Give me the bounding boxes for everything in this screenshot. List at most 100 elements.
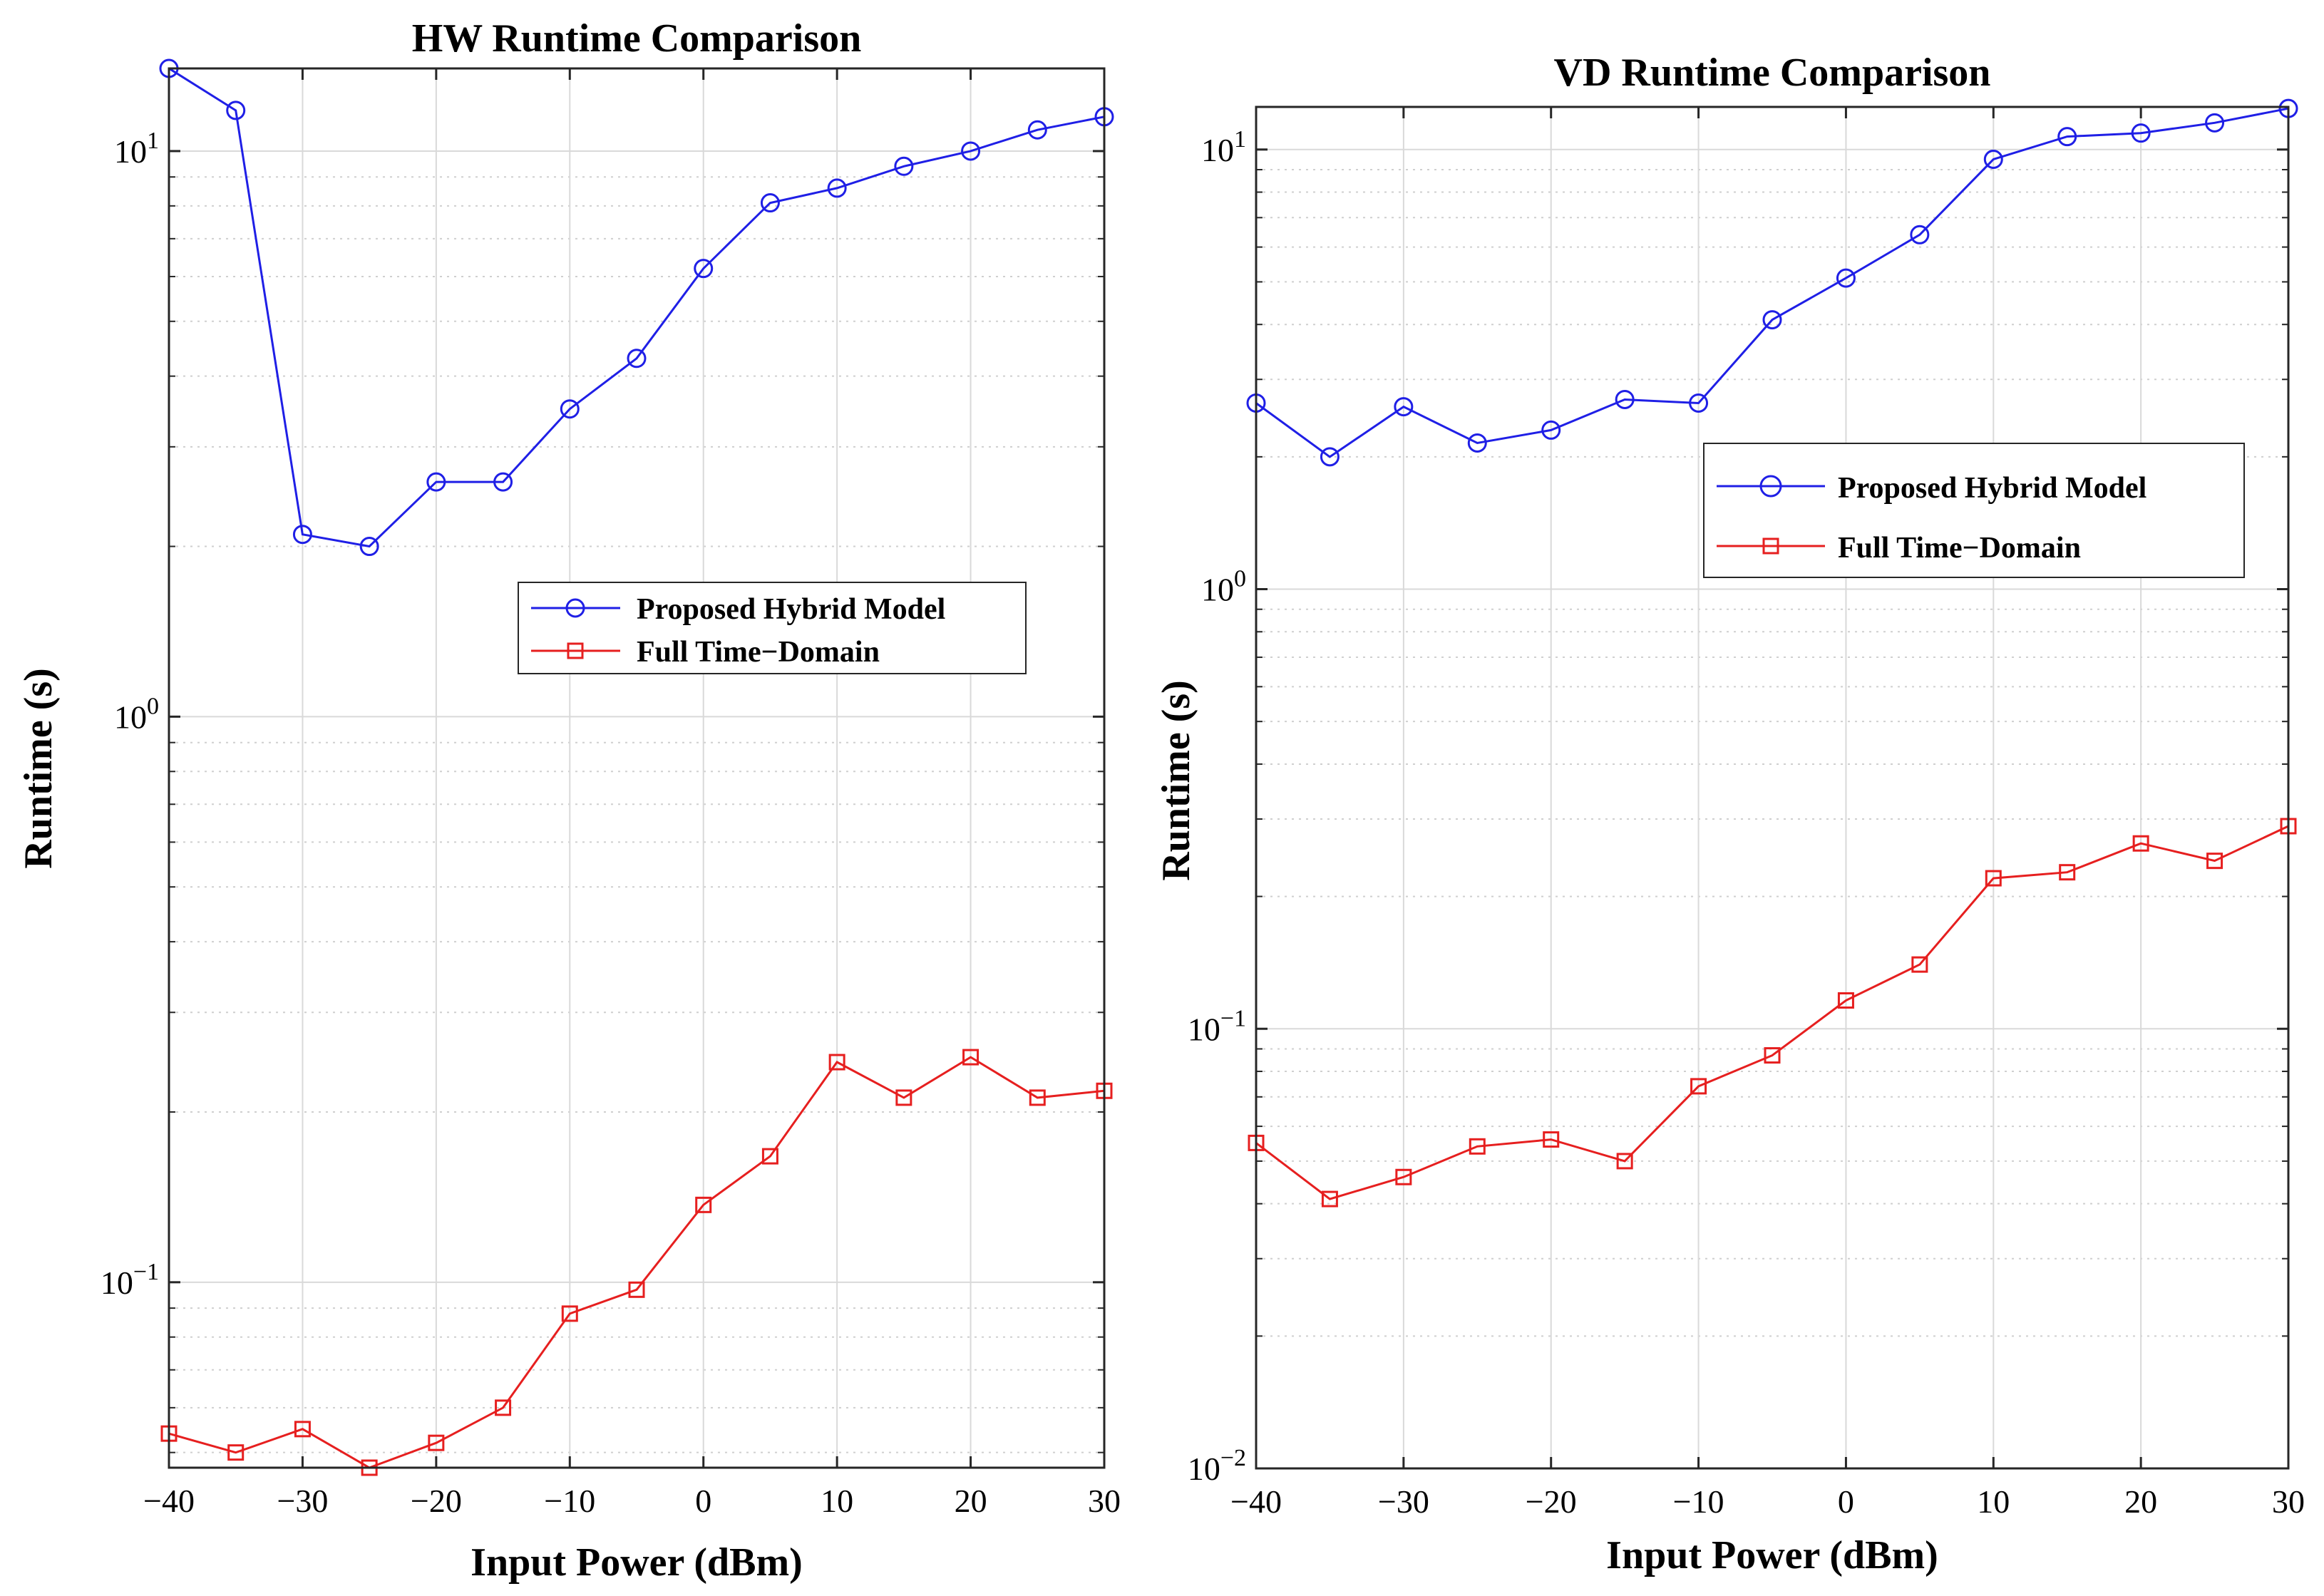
data-point bbox=[1911, 956, 1928, 973]
x-tick-label: 20 bbox=[955, 1483, 987, 1519]
y-tick-label: 100 bbox=[1201, 566, 1246, 608]
data-point bbox=[1543, 1131, 1560, 1148]
data-point bbox=[1615, 389, 1635, 409]
legend-item-full-time-domain: Full Time−Domain bbox=[1717, 532, 2081, 565]
y-axis-label: Runtime (s) bbox=[1154, 680, 1198, 881]
data-point bbox=[1983, 150, 2003, 170]
x-tick-label: −40 bbox=[1230, 1483, 1282, 1520]
data-point bbox=[493, 472, 513, 492]
grid bbox=[168, 68, 1106, 1468]
x-tick-label: −30 bbox=[277, 1483, 328, 1519]
data-point bbox=[560, 399, 580, 419]
data-point bbox=[1027, 120, 1047, 140]
x-tick-label: 0 bbox=[695, 1483, 711, 1519]
vd-runtime-chart: VD Runtime Comparison −40 −30 −20 −10 0 10 20 3… bbox=[1154, 51, 2305, 1577]
data-point bbox=[2131, 123, 2151, 143]
plot-frame bbox=[168, 67, 1106, 1469]
data-point bbox=[428, 1434, 445, 1451]
data-point bbox=[695, 1196, 712, 1213]
x-tick-label: 20 bbox=[2124, 1483, 2157, 1520]
series-line bbox=[168, 67, 1105, 548]
y-tick-label: 100 bbox=[114, 693, 159, 735]
data-point bbox=[561, 1305, 578, 1322]
x-tick-label: −40 bbox=[143, 1483, 195, 1519]
y-tick-label: 10−1 bbox=[1188, 1005, 1246, 1047]
data-point bbox=[760, 193, 780, 213]
y-tick-label: 101 bbox=[114, 128, 159, 170]
series-line bbox=[168, 1056, 1105, 1469]
legend-marker-square bbox=[1762, 537, 1779, 555]
legend: Proposed Hybrid Model Full Time−Domain bbox=[518, 582, 1027, 674]
x-tick-label: 0 bbox=[1838, 1483, 1854, 1520]
legend-box bbox=[1703, 443, 2245, 578]
data-point bbox=[495, 1399, 512, 1416]
x-tick-label: −10 bbox=[1673, 1483, 1724, 1520]
plot-frame bbox=[1255, 105, 2290, 1470]
x-tick-label: 30 bbox=[2272, 1483, 2305, 1520]
legend-item-proposed-hybrid-model: Proposed Hybrid Model bbox=[531, 593, 945, 626]
tick-labels: −40 −30 −20 −10 0 10 20 30 10−2 10−1 100 101 bbox=[1188, 126, 2305, 1520]
data-point bbox=[1395, 1168, 1412, 1185]
x-tick-label: 10 bbox=[1977, 1483, 2010, 1520]
data-point bbox=[1837, 992, 1854, 1009]
x-tick-label: 10 bbox=[821, 1483, 853, 1519]
data-point bbox=[1836, 268, 1856, 288]
hw-runtime-chart: HW Runtime Comparison −40 −30 −20 −10 0 10 20 3… bbox=[16, 16, 1121, 1585]
legend-label: Full Time−Domain bbox=[637, 636, 880, 669]
series-layer bbox=[1246, 98, 2298, 1208]
legend-item-full-time-domain: Full Time−Domain bbox=[531, 636, 880, 669]
data-point bbox=[2132, 835, 2149, 852]
chart-title: HW Runtime Comparison bbox=[412, 16, 862, 61]
data-point bbox=[292, 525, 312, 545]
data-point bbox=[1762, 310, 1782, 330]
data-point bbox=[2206, 853, 2223, 870]
legend: Proposed Hybrid Model Full Time−Domain bbox=[1703, 443, 2245, 578]
series-line bbox=[1255, 107, 2289, 458]
data-point bbox=[1910, 225, 1930, 244]
legend-marker-circle bbox=[565, 598, 585, 618]
data-point bbox=[761, 1148, 778, 1165]
data-point bbox=[894, 156, 914, 176]
data-point bbox=[1616, 1153, 1633, 1170]
data-point bbox=[2205, 113, 2225, 133]
data-point bbox=[827, 178, 847, 198]
y-tick-label: 101 bbox=[1201, 126, 1246, 168]
tick-labels: −40 −30 −20 −10 0 10 20 30 10−1 100 101 bbox=[101, 128, 1121, 1519]
x-tick-label: 30 bbox=[1088, 1483, 1121, 1519]
data-point bbox=[961, 141, 981, 161]
data-point bbox=[1764, 1047, 1781, 1064]
data-point bbox=[828, 1054, 845, 1071]
data-point bbox=[426, 472, 446, 492]
data-point bbox=[227, 1444, 245, 1461]
series-line bbox=[1255, 825, 2289, 1200]
data-point bbox=[1541, 420, 1561, 440]
data-point bbox=[1467, 433, 1487, 453]
data-point bbox=[359, 537, 379, 557]
data-point bbox=[962, 1049, 980, 1066]
y-tick-label: 10−1 bbox=[101, 1259, 159, 1301]
data-point bbox=[2057, 127, 2077, 147]
series-layer bbox=[159, 58, 1114, 1476]
data-point bbox=[1689, 393, 1709, 413]
legend-marker-square bbox=[567, 642, 584, 659]
data-point bbox=[1029, 1089, 1046, 1106]
data-point bbox=[1690, 1078, 1707, 1095]
data-point bbox=[895, 1089, 912, 1106]
legend-label: Proposed Hybrid Model bbox=[637, 593, 945, 626]
legend-label: Full Time−Domain bbox=[1838, 532, 2081, 565]
legend-label: Proposed Hybrid Model bbox=[1838, 472, 2146, 505]
legend-item-proposed-hybrid-model: Proposed Hybrid Model bbox=[1717, 472, 2146, 505]
chart-title: VD Runtime Comparison bbox=[1554, 51, 1991, 95]
data-point bbox=[628, 1281, 645, 1298]
data-point bbox=[1469, 1138, 1486, 1155]
x-tick-label: −20 bbox=[411, 1483, 462, 1519]
data-point bbox=[694, 259, 714, 279]
x-axis-label: Input Power (dBm) bbox=[471, 1540, 803, 1585]
legend-marker-circle bbox=[1759, 475, 1782, 498]
data-point bbox=[226, 101, 246, 120]
y-axis-label: Runtime (s) bbox=[16, 668, 61, 869]
y-tick-label: 10−2 bbox=[1188, 1445, 1246, 1487]
x-axis-label: Input Power (dBm) bbox=[1606, 1533, 1938, 1577]
data-point bbox=[1985, 870, 2002, 887]
